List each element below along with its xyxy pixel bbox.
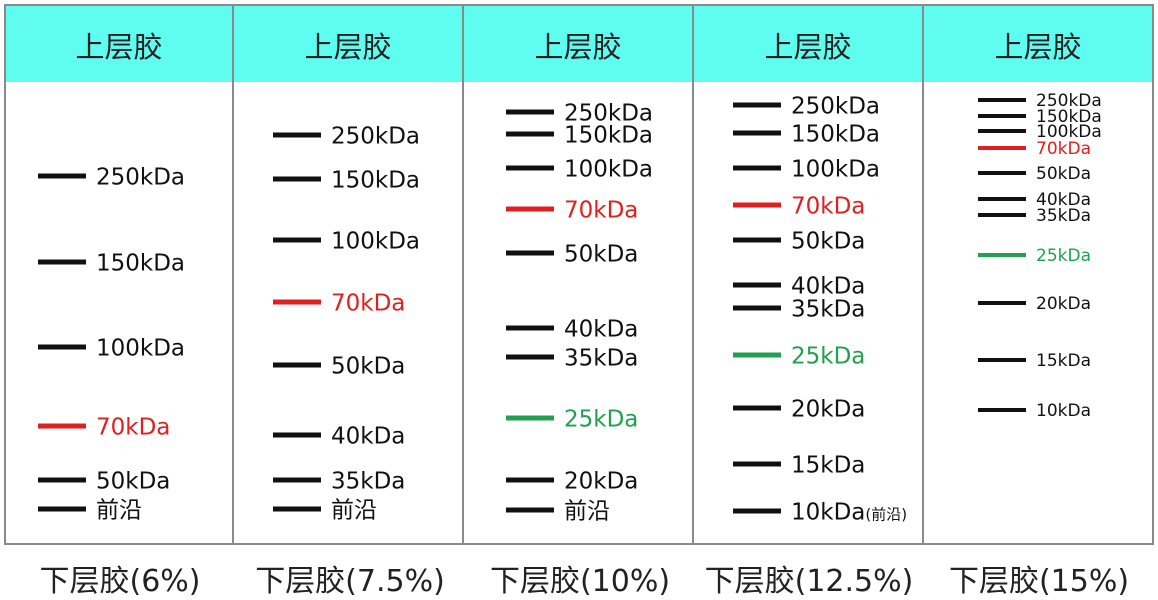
marker-label: 150kDa: [564, 122, 653, 148]
marker-label: 70kDa: [1036, 139, 1091, 159]
column-header: 上层胶: [304, 30, 391, 64]
marker-label: 15kDa: [1036, 351, 1091, 371]
marker-label: 前沿: [564, 498, 610, 524]
marker-label: 前沿: [96, 497, 142, 523]
column-header: 上层胶: [994, 30, 1081, 64]
marker-label: 20kDa: [791, 396, 865, 422]
marker-label: 100kDa: [96, 335, 185, 361]
column-header: 上层胶: [764, 30, 851, 64]
marker-label: 25kDa: [1036, 246, 1091, 266]
marker-label: 50kDa: [331, 353, 405, 379]
marker-note: (前沿): [865, 505, 907, 523]
marker-label: 10kDa(前沿): [791, 499, 907, 525]
marker-label: 前沿: [331, 497, 377, 523]
marker-label: 250kDa: [791, 93, 880, 119]
marker-label: 250kDa: [96, 164, 185, 190]
marker-label: 25kDa: [791, 343, 865, 369]
marker-label: 40kDa: [331, 423, 405, 449]
column-header: 上层胶: [75, 30, 162, 64]
marker-label: 70kDa: [331, 290, 405, 316]
column-header: 上层胶: [534, 30, 621, 64]
marker-label: 35kDa: [791, 296, 865, 322]
header-background: [5, 5, 1153, 82]
footer-label-12-5: 下层胶(12.5%): [704, 564, 914, 599]
table-border: [4, 4, 1154, 545]
marker-label: 25kDa: [564, 406, 638, 432]
marker-label: 50kDa: [564, 241, 638, 267]
marker-label: 50kDa: [1036, 164, 1091, 184]
marker-label: 70kDa: [564, 197, 638, 223]
marker-label: 150kDa: [791, 121, 880, 147]
marker-label: 150kDa: [96, 250, 185, 276]
footer-label-6: 下层胶(6%): [39, 564, 201, 599]
marker-label: 100kDa: [791, 156, 880, 182]
marker-label: 20kDa: [564, 468, 638, 494]
marker-label: 150kDa: [1036, 107, 1102, 127]
marker-label: 35kDa: [331, 468, 405, 494]
marker-label: 20kDa: [1036, 294, 1091, 314]
marker-label: 150kDa: [331, 167, 420, 193]
marker-label: 15kDa: [791, 452, 865, 478]
marker-label: 50kDa: [791, 228, 865, 254]
marker-label: 35kDa: [1036, 206, 1091, 226]
marker-label: 100kDa: [1036, 122, 1102, 142]
footer-label-15: 下层胶(15%): [948, 564, 1130, 599]
marker-label: 50kDa: [96, 468, 170, 494]
marker-label: 250kDa: [331, 123, 420, 149]
marker-label: 40kDa: [564, 316, 638, 342]
marker-label: 100kDa: [331, 228, 420, 254]
marker-label: 250kDa: [1036, 91, 1102, 111]
marker-label: 10kDa: [1036, 401, 1091, 421]
footer-label-7-5: 下层胶(7.5%): [255, 564, 445, 599]
marker-label: 40kDa: [791, 273, 865, 299]
footer-label-10: 下层胶(10%): [489, 564, 671, 599]
marker-label: 100kDa: [564, 156, 653, 182]
marker-label: 70kDa: [791, 193, 865, 219]
marker-label: 70kDa: [96, 414, 170, 440]
marker-label: 35kDa: [564, 345, 638, 371]
marker-label: 250kDa: [564, 100, 653, 126]
table-grid: [4, 4, 1154, 545]
marker-label: 40kDa: [1036, 190, 1091, 210]
